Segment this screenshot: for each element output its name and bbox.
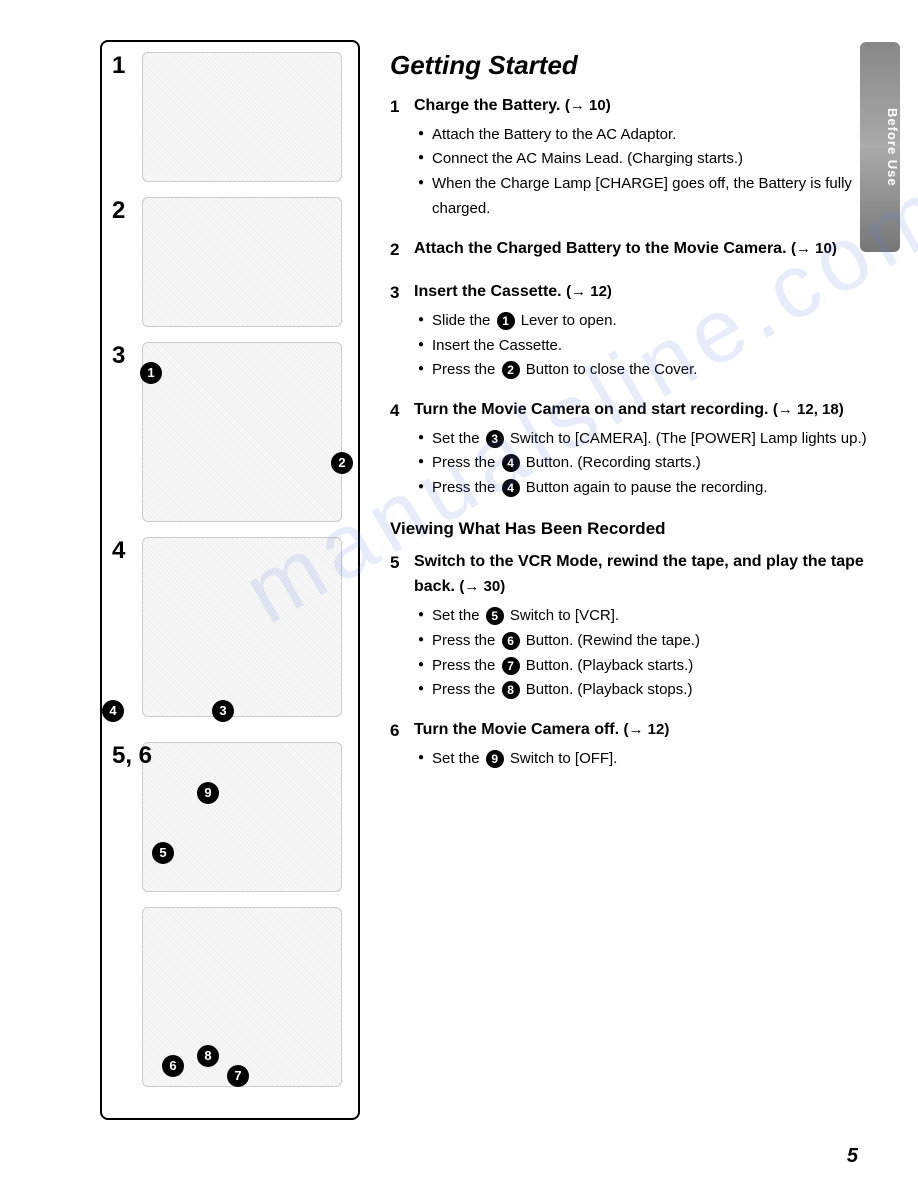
steps-group-1: 1Charge the Battery. (→ 10)Attach the Ba… (390, 93, 868, 501)
instruction-step: 1Charge the Battery. (→ 10) Attach the Ba… (390, 93, 868, 222)
bullet-item: Press the 7 Button. (Playback starts.) (418, 654, 868, 679)
page-heading: Getting Started (390, 50, 868, 81)
callout-badge: 9 (197, 782, 219, 804)
bullet-item: Slide the 1 Lever to open. (418, 309, 868, 334)
inline-circle-number: 9 (486, 750, 504, 768)
diagram-4: 4 4 3 (112, 537, 348, 717)
callout-badge: 3 (212, 700, 234, 722)
diagram-6: 6 7 8 (112, 907, 348, 1087)
illustration (142, 52, 342, 182)
text-column: Getting Started 1Charge the Battery. (→ … (390, 40, 868, 1120)
page-content: 1 2 3 1 2 4 4 3 5, 6 9 5 6 7 8 (0, 0, 918, 1140)
diagram-5: 5, 6 9 5 (112, 742, 348, 892)
inline-circle-number: 7 (502, 657, 520, 675)
step-number: 6 (390, 717, 414, 771)
diagram-2: 2 (112, 197, 348, 327)
illustration (142, 537, 342, 717)
bullet-item: Press the 4 Button. (Recording starts.) (418, 451, 868, 476)
diagram-number: 2 (112, 197, 125, 225)
step-body: Turn the Movie Camera off. (→ 12) Set the… (414, 717, 868, 771)
bullet-item: Set the 3 Switch to [CAMERA]. (The [POWE… (418, 427, 868, 452)
step-body: Charge the Battery. (→ 10) Attach the Bat… (414, 93, 868, 222)
inline-circle-number: 4 (502, 454, 520, 472)
step-body: Switch to the VCR Mode, rewind the tape,… (414, 549, 868, 703)
bullet-list: Set the 3 Switch to [CAMERA]. (The [POWE… (414, 427, 868, 501)
diagram-1: 1 (112, 52, 348, 182)
bullet-item: Press the 6 Button. (Rewind the tape.) (418, 629, 868, 654)
instruction-step: 3Insert the Cassette. (→ 12) Slide the 1 … (390, 279, 868, 383)
instruction-step: 6Turn the Movie Camera off. (→ 12) Set th… (390, 717, 868, 771)
step-title: Switch to the VCR Mode, rewind the tape,… (414, 549, 868, 600)
inline-circle-number: 2 (502, 361, 520, 379)
step-title: Charge the Battery. (→ 10) (414, 93, 868, 119)
bullet-list: Set the 5 Switch to [VCR].Press the 6 Bu… (414, 604, 868, 703)
step-title: Attach the Charged Battery to the Movie … (414, 236, 868, 262)
illustration (142, 342, 342, 522)
bullet-item: Press the 8 Button. (Playback stops.) (418, 678, 868, 703)
diagram-number: 1 (112, 52, 125, 80)
page-number: 5 (847, 1145, 858, 1168)
inline-circle-number: 5 (486, 607, 504, 625)
step-number: 3 (390, 279, 414, 383)
step-body: Turn the Movie Camera on and start recor… (414, 397, 868, 501)
step-title: Turn the Movie Camera off. (→ 12) (414, 717, 868, 743)
bullet-list: Slide the 1 Lever to open.Insert the Cas… (414, 309, 868, 383)
callout-badge: 4 (102, 700, 124, 722)
callout-badge: 8 (197, 1045, 219, 1067)
bullet-item: When the Charge Lamp [CHARGE] goes off, … (418, 172, 868, 222)
diagram-number: 5, 6 (112, 742, 152, 770)
bullet-item: Press the 4 Button again to pause the re… (418, 476, 868, 501)
bullet-item: Insert the Cassette. (418, 334, 868, 359)
inline-circle-number: 6 (502, 632, 520, 650)
step-number: 5 (390, 549, 414, 703)
step-title: Insert the Cassette. (→ 12) (414, 279, 868, 305)
diagram-number: 4 (112, 537, 125, 565)
step-body: Insert the Cassette. (→ 12) Slide the 1 L… (414, 279, 868, 383)
bullet-list: Set the 9 Switch to [OFF]. (414, 747, 868, 772)
bullet-item: Connect the AC Mains Lead. (Charging sta… (418, 147, 868, 172)
bullet-list: Attach the Battery to the AC Adaptor.Con… (414, 123, 868, 222)
step-number: 1 (390, 93, 414, 222)
instruction-step: 2Attach the Charged Battery to the Movie… (390, 236, 868, 266)
callout-badge: 5 (152, 842, 174, 864)
instruction-step: 4Turn the Movie Camera on and start reco… (390, 397, 868, 501)
diagram-number: 3 (112, 342, 125, 370)
step-title: Turn the Movie Camera on and start recor… (414, 397, 868, 423)
subheading: Viewing What Has Been Recorded (390, 519, 868, 539)
diagram-column: 1 2 3 1 2 4 4 3 5, 6 9 5 6 7 8 (100, 40, 360, 1120)
inline-circle-number: 8 (502, 681, 520, 699)
illustration (142, 742, 342, 892)
bullet-item: Set the 9 Switch to [OFF]. (418, 747, 868, 772)
step-number: 2 (390, 236, 414, 266)
step-number: 4 (390, 397, 414, 501)
diagram-3: 3 1 2 (112, 342, 348, 522)
inline-circle-number: 4 (502, 479, 520, 497)
step-body: Attach the Charged Battery to the Movie … (414, 236, 868, 266)
instruction-step: 5Switch to the VCR Mode, rewind the tape… (390, 549, 868, 703)
illustration (142, 197, 342, 327)
bullet-item: Attach the Battery to the AC Adaptor. (418, 123, 868, 148)
callout-badge: 1 (140, 362, 162, 384)
steps-group-2: 5Switch to the VCR Mode, rewind the tape… (390, 549, 868, 772)
inline-circle-number: 3 (486, 430, 504, 448)
bullet-item: Set the 5 Switch to [VCR]. (418, 604, 868, 629)
callout-badge: 7 (227, 1065, 249, 1087)
callout-badge: 2 (331, 452, 353, 474)
inline-circle-number: 1 (497, 312, 515, 330)
bullet-item: Press the 2 Button to close the Cover. (418, 358, 868, 383)
callout-badge: 6 (162, 1055, 184, 1077)
